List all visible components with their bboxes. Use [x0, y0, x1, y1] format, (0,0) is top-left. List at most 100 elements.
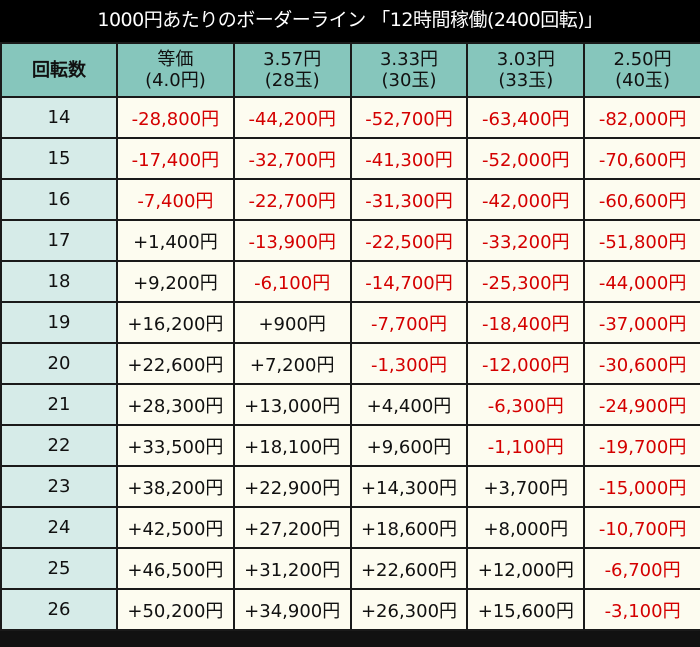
- table-row: 15 -17,400円 -32,700円 -41,300円 -52,000円 -70,60…: [0, 137, 700, 180]
- table-cell: -41,300円: [349, 137, 469, 180]
- table-cell: -1,100円: [466, 424, 586, 467]
- row-spins-label: 17: [0, 219, 118, 262]
- table-cell: +50,200円: [116, 588, 235, 631]
- table-row: 26 +50,200円 +34,900円 +26,300円 +15,600円 -3,100…: [0, 588, 700, 631]
- table-cell: -18,400円: [466, 301, 586, 344]
- table-cell: +9,600円: [349, 424, 469, 467]
- row-spins-label: 15: [0, 137, 118, 180]
- table-row: 18 +9,200円 -6,100円 -14,700円 -25,300円 -44,000円: [0, 260, 700, 303]
- table-cell: +28,300円: [116, 383, 235, 426]
- table-row: 24 +42,500円 +27,200円 +18,600円 +8,000円 -10,700…: [0, 506, 700, 549]
- table-cell: -17,400円: [116, 137, 235, 180]
- header-column: 2.50円 (40玉): [583, 42, 700, 98]
- table-cell: -32,700円: [232, 137, 352, 180]
- row-spins-label: 14: [0, 96, 118, 139]
- table-cell: -44,000円: [583, 260, 700, 303]
- table-row: 23 +38,200円 +22,900円 +14,300円 +3,700円 -15,000…: [0, 465, 700, 508]
- table-cell: +38,200円: [116, 465, 235, 508]
- table-cell: -24,900円: [583, 383, 700, 426]
- table-cell: -28,800円: [116, 96, 235, 139]
- table-cell: -7,400円: [116, 178, 235, 221]
- table-cell: +22,900円: [232, 465, 352, 508]
- table-cell: +4,400円: [349, 383, 469, 426]
- table-cell: +22,600円: [116, 342, 235, 385]
- table-cell: +900円: [232, 301, 352, 344]
- table-cell: -82,000円: [583, 96, 700, 139]
- table-cell: +12,000円: [466, 547, 586, 590]
- table-cell: -52,700円: [349, 96, 469, 139]
- table-row: 14 -28,800円 -44,200円 -52,700円 -63,400円 -82,00…: [0, 96, 700, 139]
- table-cell: -7,700円: [349, 301, 469, 344]
- table-cell: -30,600円: [583, 342, 700, 385]
- row-spins-label: 18: [0, 260, 118, 303]
- table-cell: +16,200円: [116, 301, 235, 344]
- table-cell: -22,700円: [232, 178, 352, 221]
- table-cell: +1,400円: [116, 219, 235, 262]
- table-row: 25 +46,500円 +31,200円 +22,600円 +12,000円 -6,700…: [0, 547, 700, 590]
- table-cell: -37,000円: [583, 301, 700, 344]
- table-row: 21 +28,300円 +13,000円 +4,400円 -6,300円 -24,900円: [0, 383, 700, 426]
- table-cell: +34,900円: [232, 588, 352, 631]
- table-cell: +9,200円: [116, 260, 235, 303]
- row-spins-label: 21: [0, 383, 118, 426]
- table-cell: -6,700円: [583, 547, 700, 590]
- table-cell: +33,500円: [116, 424, 235, 467]
- header-column: 3.33円 (30玉): [349, 42, 469, 98]
- table-cell: +18,100円: [232, 424, 352, 467]
- row-spins-label: 22: [0, 424, 118, 467]
- header-spins: 回転数: [0, 42, 118, 98]
- table-row: 16 -7,400円 -22,700円 -31,300円 -42,000円 -60,600…: [0, 178, 700, 221]
- table-cell: -60,600円: [583, 178, 700, 221]
- table-cell: -19,700円: [583, 424, 700, 467]
- row-spins-label: 16: [0, 178, 118, 221]
- row-spins-label: 26: [0, 588, 118, 631]
- header-row: 回転数 等価 (4.0円) 3.57円 (28玉) 3.33円 (30玉) 3.03円…: [0, 42, 700, 98]
- table-cell: -6,300円: [466, 383, 586, 426]
- table-cell: +27,200円: [232, 506, 352, 549]
- header-column: 等価 (4.0円): [116, 42, 235, 98]
- table-title: 1000円あたりのボーダーライン 「12時間稼働(2400回転)」: [0, 0, 700, 42]
- table-cell: +26,300円: [349, 588, 469, 631]
- table-cell: -22,500円: [349, 219, 469, 262]
- table-cell: +14,300円: [349, 465, 469, 508]
- table-cell: +15,600円: [466, 588, 586, 631]
- row-spins-label: 23: [0, 465, 118, 508]
- table-cell: +8,000円: [466, 506, 586, 549]
- table-row: 22 +33,500円 +18,100円 +9,600円 -1,100円 -19,700円: [0, 424, 700, 467]
- row-spins-label: 24: [0, 506, 118, 549]
- table-cell: +46,500円: [116, 547, 235, 590]
- table-cell: -13,900円: [232, 219, 352, 262]
- row-spins-label: 20: [0, 342, 118, 385]
- table-row: 17 +1,400円 -13,900円 -22,500円 -33,200円 -51,800…: [0, 219, 700, 262]
- table-cell: +22,600円: [349, 547, 469, 590]
- table-cell: +13,000円: [232, 383, 352, 426]
- table-cell: +42,500円: [116, 506, 235, 549]
- table-cell: -63,400円: [466, 96, 586, 139]
- table-cell: -44,200円: [232, 96, 352, 139]
- table-cell: -12,000円: [466, 342, 586, 385]
- table-cell: -25,300円: [466, 260, 586, 303]
- table-cell: -52,000円: [466, 137, 586, 180]
- border-line-table: 回転数 等価 (4.0円) 3.57円 (28玉) 3.33円 (30玉) 3.03円…: [0, 42, 700, 631]
- header-column: 3.03円 (33玉): [466, 42, 586, 98]
- table-cell: -33,200円: [466, 219, 586, 262]
- table-cell: -1,300円: [349, 342, 469, 385]
- table-cell: -31,300円: [349, 178, 469, 221]
- table-cell: -51,800円: [583, 219, 700, 262]
- table-cell: -14,700円: [349, 260, 469, 303]
- row-spins-label: 19: [0, 301, 118, 344]
- table-cell: +18,600円: [349, 506, 469, 549]
- table-row: 19 +16,200円 +900円 -7,700円 -18,400円 -37,000円: [0, 301, 700, 344]
- table-cell: -42,000円: [466, 178, 586, 221]
- table-cell: -3,100円: [583, 588, 700, 631]
- table-cell: +7,200円: [232, 342, 352, 385]
- table-cell: -70,600円: [583, 137, 700, 180]
- table-body: 14 -28,800円 -44,200円 -52,700円 -63,400円 -82,00…: [0, 96, 700, 631]
- table-row: 20 +22,600円 +7,200円 -1,300円 -12,000円 -30,600円: [0, 342, 700, 385]
- table-cell: -15,000円: [583, 465, 700, 508]
- table-cell: +31,200円: [232, 547, 352, 590]
- table-cell: +3,700円: [466, 465, 586, 508]
- table-cell: -10,700円: [583, 506, 700, 549]
- header-column: 3.57円 (28玉): [232, 42, 352, 98]
